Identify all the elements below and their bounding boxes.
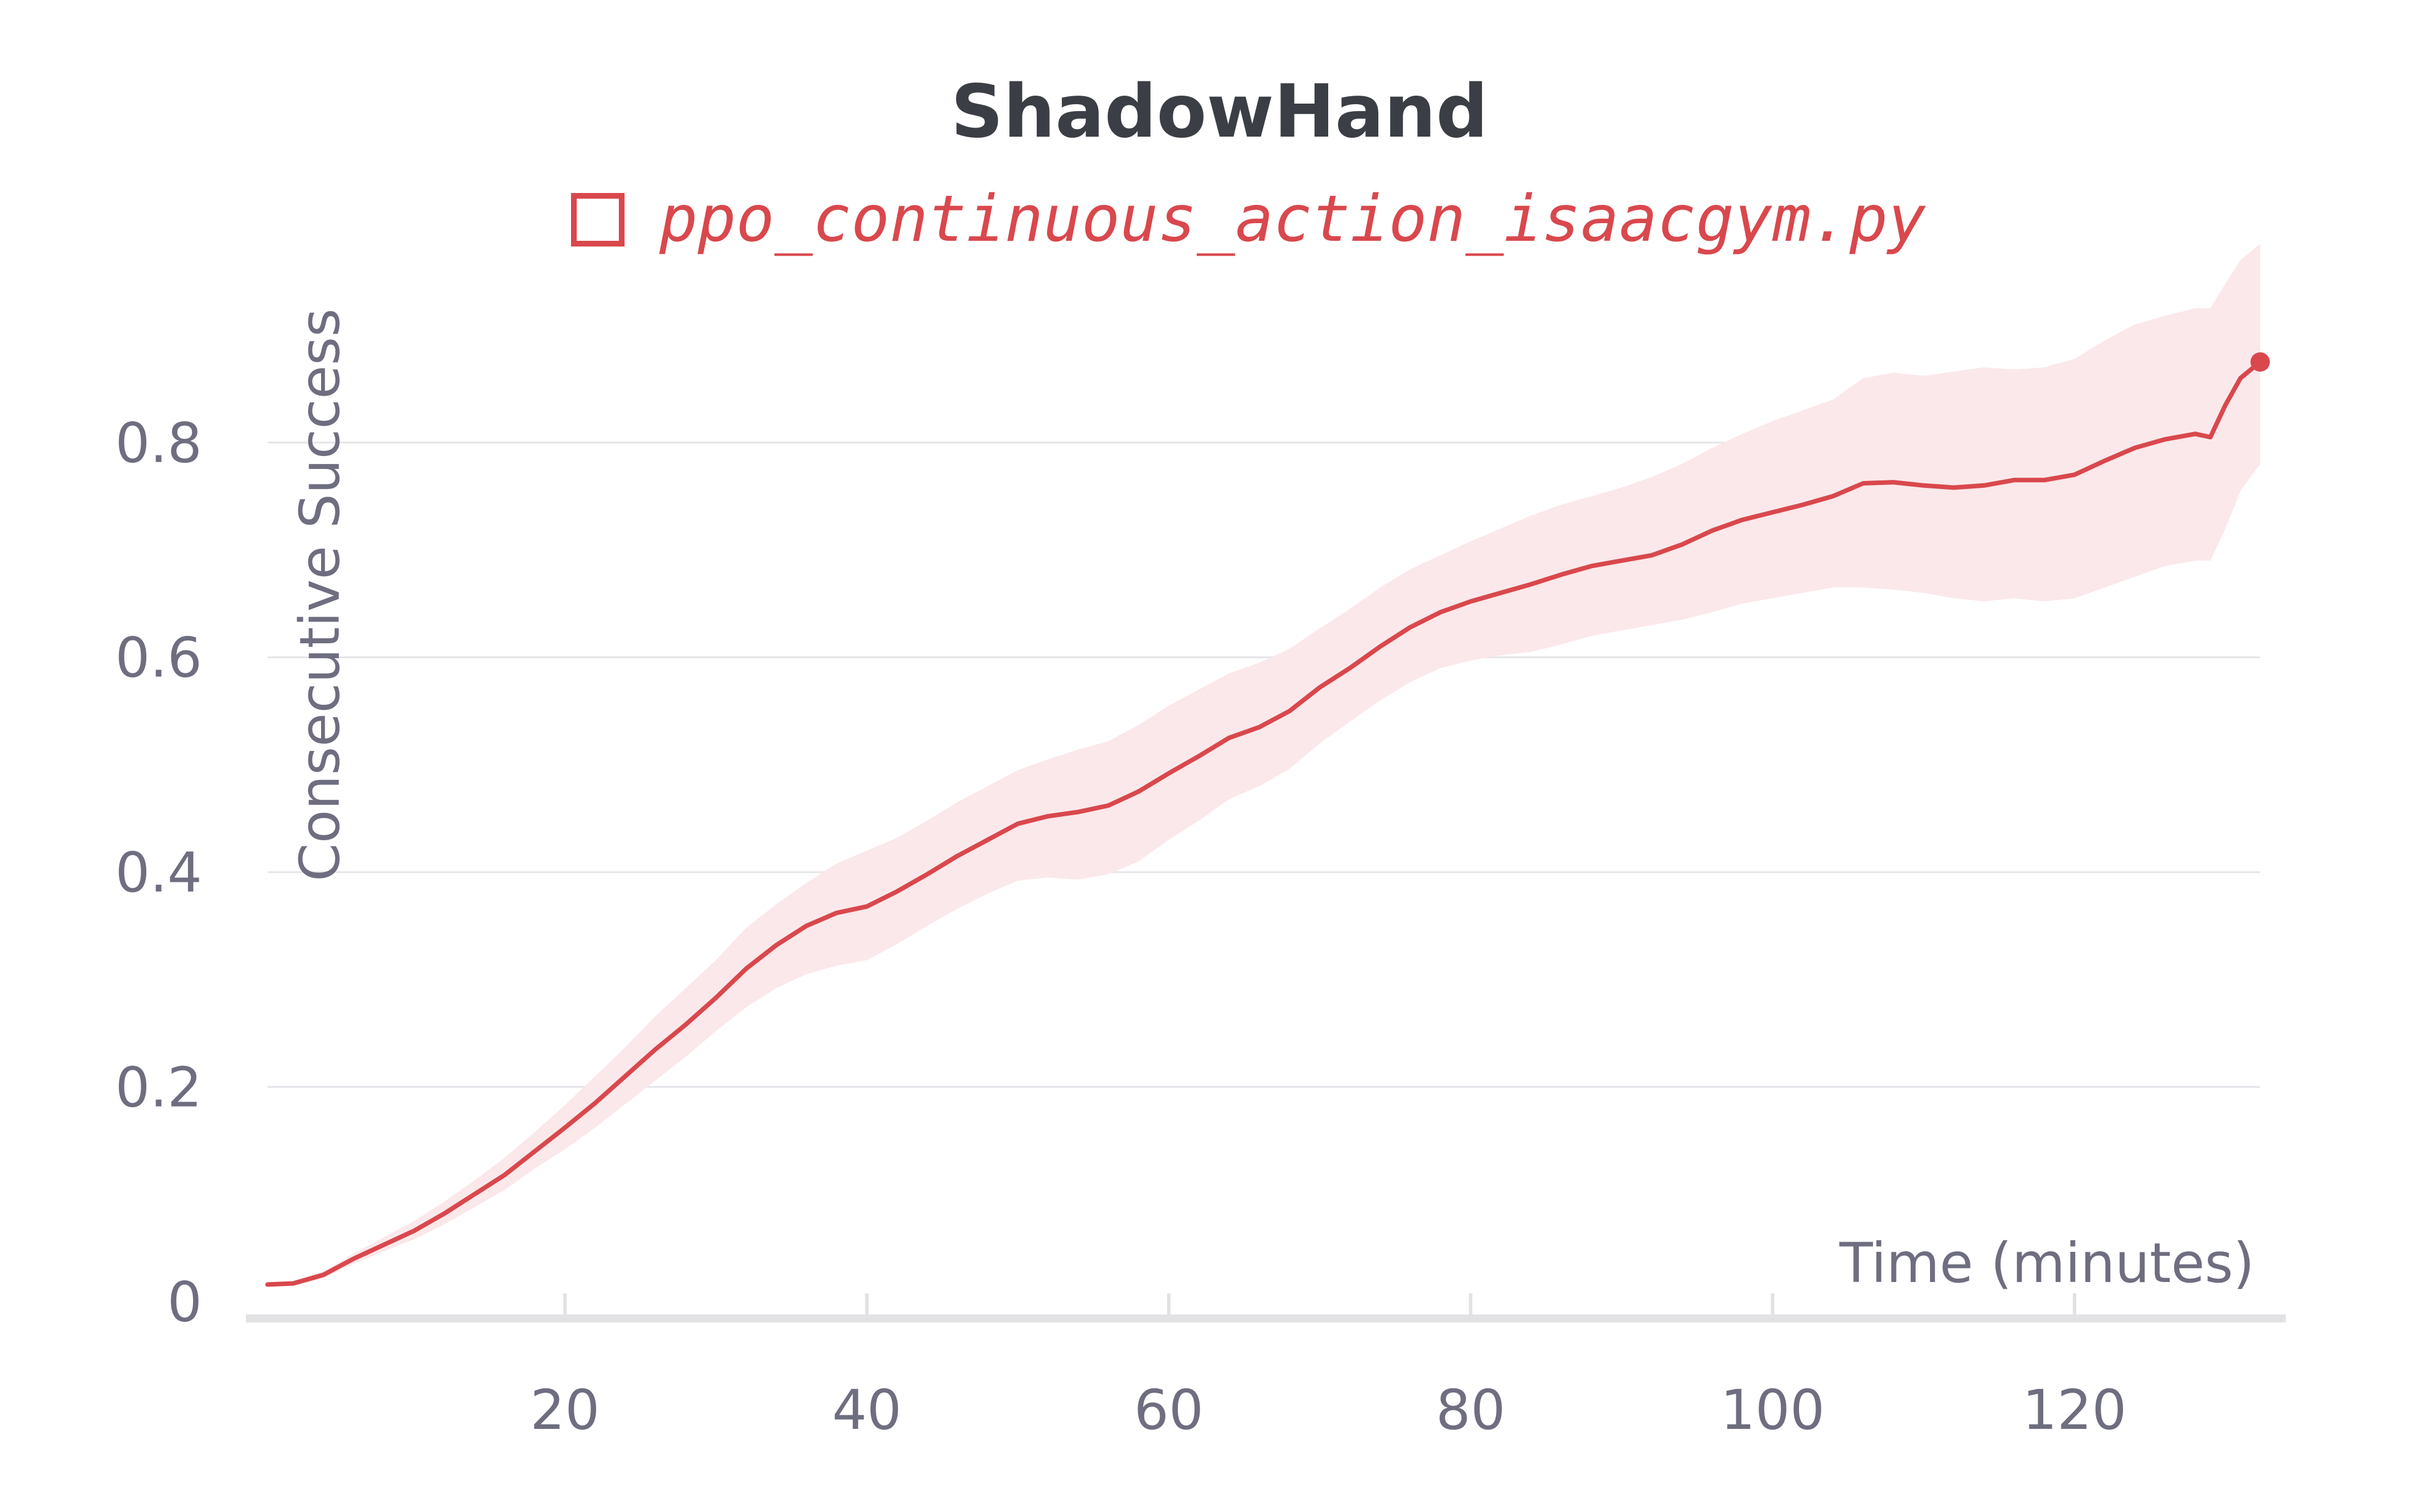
x-tick-label: 20 (530, 1378, 599, 1442)
x-tick-label: 80 (1436, 1378, 1505, 1442)
x-tick-label: 60 (1134, 1378, 1204, 1442)
x-tick-label: 100 (1720, 1378, 1825, 1442)
legend-label: ppo_continuous_action_isaacgym.py (659, 182, 1926, 256)
x-tick-label: 120 (2022, 1378, 2126, 1442)
y-tick-label: 0.8 (115, 411, 202, 475)
tick-labels: 20 40 60 80 100 120 0 0.2 0.4 0.6 0.8 (115, 411, 2126, 1442)
confidence-band (268, 244, 2260, 1287)
y-tick-label: 0.6 (115, 626, 202, 690)
chart-title: ShadowHand (951, 69, 1488, 154)
x-axis (246, 1293, 2286, 1322)
x-axis-label: Time (minutes) (1839, 1231, 2254, 1295)
legend-swatch (571, 193, 625, 246)
series-band (268, 244, 2260, 1287)
series-lines[interactable] (265, 352, 2270, 1287)
y-tick-label: 0.4 (115, 841, 202, 905)
legend[interactable]: ppo_continuous_action_isaacgym.py (571, 182, 1926, 256)
y-axis-label: Consecutive Success (288, 309, 352, 881)
series-line[interactable] (265, 359, 2262, 1287)
series-endpoint[interactable] (2250, 352, 2270, 372)
y-tick-label: 0 (167, 1271, 202, 1334)
y-tick-label: 0.2 (115, 1055, 202, 1119)
x-tick-label: 40 (832, 1378, 902, 1442)
